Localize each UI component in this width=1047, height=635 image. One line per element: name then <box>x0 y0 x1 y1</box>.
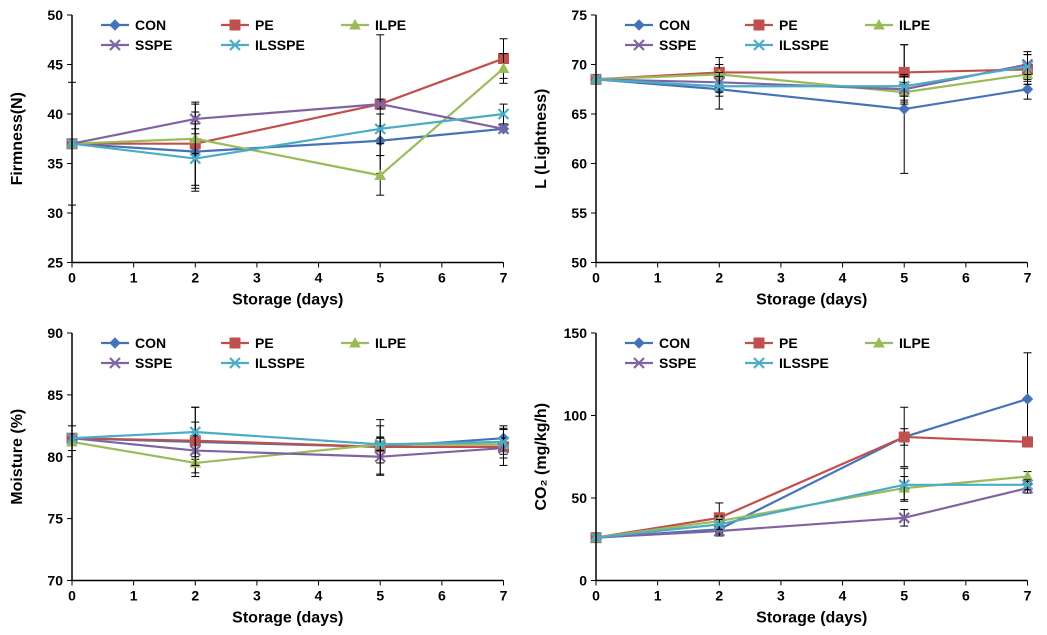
xtick-label: 6 <box>438 587 446 603</box>
ytick-label: 60 <box>571 156 587 172</box>
ytick-label: 40 <box>47 106 63 122</box>
panel-moisture: 70 75 80 85 90 0 1 2 3 4 5 6 7 Moisture (%) Storage (d… <box>0 318 524 635</box>
x-axis-label: Storage (days) <box>756 609 867 626</box>
y-axis-label: CO₂ (mg/kg/h) <box>533 402 550 510</box>
xtick-label: 7 <box>1023 587 1031 603</box>
legend-label-con: CON <box>659 17 690 33</box>
legend-label-ilsspe: ILSSPE <box>255 355 305 371</box>
ytick-label: 70 <box>571 57 587 73</box>
ytick-label: 50 <box>571 255 587 271</box>
legend-label-sspe: SSPE <box>135 37 172 53</box>
xtick-label: 2 <box>715 587 723 603</box>
legend-label-sspe: SSPE <box>135 355 172 371</box>
legend-label-pe: PE <box>779 17 798 33</box>
ytick-label: 75 <box>47 510 63 526</box>
chart-firmness: 25303540455001234567Firmness(N)Storage (… <box>0 0 524 318</box>
chart-co2: 0 50 100 150 0 1 2 3 4 5 6 7 CO₂ (mg/kg/h) Storage (d… <box>524 318 1047 635</box>
panel-firmness: 25303540455001234567Firmness(N)Storage (… <box>0 0 524 318</box>
x-axis-label: Storage (days) <box>232 609 343 626</box>
xtick-label: 2 <box>715 270 723 286</box>
ytick-label: 100 <box>563 407 587 423</box>
xtick-label: 3 <box>777 270 785 286</box>
ytick-label: 75 <box>571 7 587 23</box>
xtick-label: 0 <box>592 587 600 603</box>
xtick-label: 1 <box>130 270 138 286</box>
legend-label-pe: PE <box>255 17 274 33</box>
legend-label-sspe: SSPE <box>659 355 696 371</box>
legend-label-ilpe: ILPE <box>899 17 930 33</box>
xtick-label: 4 <box>838 587 846 603</box>
xtick-label: 6 <box>438 270 446 286</box>
xtick-label: 4 <box>838 270 846 286</box>
ytick-label: 25 <box>47 255 63 271</box>
xtick-label: 3 <box>777 587 785 603</box>
ytick-label: 45 <box>47 57 63 73</box>
xtick-label: 5 <box>376 587 384 603</box>
y-axis-label: Firmness(N) <box>9 92 26 185</box>
legend-label-con: CON <box>135 335 166 351</box>
xtick-label: 5 <box>900 587 908 603</box>
xtick-label: 4 <box>315 587 323 603</box>
ytick-label: 90 <box>47 325 63 341</box>
ytick-label: 30 <box>47 205 63 221</box>
xtick-label: 7 <box>1023 270 1031 286</box>
xtick-label: 5 <box>376 270 384 286</box>
xtick-label: 7 <box>500 587 508 603</box>
xtick-label: 1 <box>653 270 661 286</box>
panel-co2: 0 50 100 150 0 1 2 3 4 5 6 7 CO₂ (mg/kg/h) Storage (d… <box>524 318 1047 635</box>
xtick-label: 2 <box>191 587 199 603</box>
xtick-label: 2 <box>191 270 199 286</box>
xtick-label: 4 <box>315 270 323 286</box>
xtick-label: 1 <box>130 587 138 603</box>
legend-label-con: CON <box>659 335 690 351</box>
legend-label-ilpe: ILPE <box>899 335 930 351</box>
legend-label-ilpe: ILPE <box>375 335 406 351</box>
y-axis-label: Moisture (%) <box>9 408 26 504</box>
ytick-label: 50 <box>571 490 587 506</box>
chart-lightness: 50 55 60 65 70 75 0 1 2 3 4 5 6 7 L (Lightness) Storage… <box>524 0 1047 318</box>
panel-lightness: 50 55 60 65 70 75 0 1 2 3 4 5 6 7 L (Lightness) Storage… <box>524 0 1047 318</box>
xtick-label: 6 <box>961 270 969 286</box>
ytick-label: 0 <box>579 572 587 588</box>
ytick-label: 35 <box>47 156 63 172</box>
ytick-label: 55 <box>571 205 587 221</box>
xtick-label: 3 <box>253 587 261 603</box>
legend-label-ilsspe: ILSSPE <box>779 355 829 371</box>
xtick-label: 3 <box>253 270 261 286</box>
x-axis-label: Storage (days) <box>232 292 343 309</box>
legend-label-ilsspe: ILSSPE <box>779 37 829 53</box>
chart-moisture: 70 75 80 85 90 0 1 2 3 4 5 6 7 Moisture (%) Storage (d… <box>0 318 524 635</box>
xtick-label: 0 <box>68 270 76 286</box>
ytick-label: 50 <box>47 7 63 23</box>
xtick-label: 1 <box>653 587 661 603</box>
xtick-label: 0 <box>68 587 76 603</box>
legend-label-con: CON <box>135 17 166 33</box>
y-axis-label: L (Lightness) <box>533 89 550 189</box>
legend-label-ilpe: ILPE <box>375 17 406 33</box>
ytick-label: 70 <box>47 572 63 588</box>
x-axis-label: Storage (days) <box>756 292 867 309</box>
ytick-label: 85 <box>47 386 63 402</box>
xtick-label: 0 <box>592 270 600 286</box>
legend-label-pe: PE <box>255 335 274 351</box>
xtick-label: 5 <box>900 270 908 286</box>
chart-grid: 25303540455001234567Firmness(N)Storage (… <box>0 0 1047 635</box>
xtick-label: 6 <box>961 587 969 603</box>
legend-label-pe: PE <box>779 335 798 351</box>
ytick-label: 150 <box>563 325 587 341</box>
ytick-label: 65 <box>571 106 587 122</box>
legend-label-sspe: SSPE <box>659 37 696 53</box>
xtick-label: 7 <box>500 270 508 286</box>
legend-label-ilsspe: ILSSPE <box>255 37 305 53</box>
ytick-label: 80 <box>47 448 63 464</box>
